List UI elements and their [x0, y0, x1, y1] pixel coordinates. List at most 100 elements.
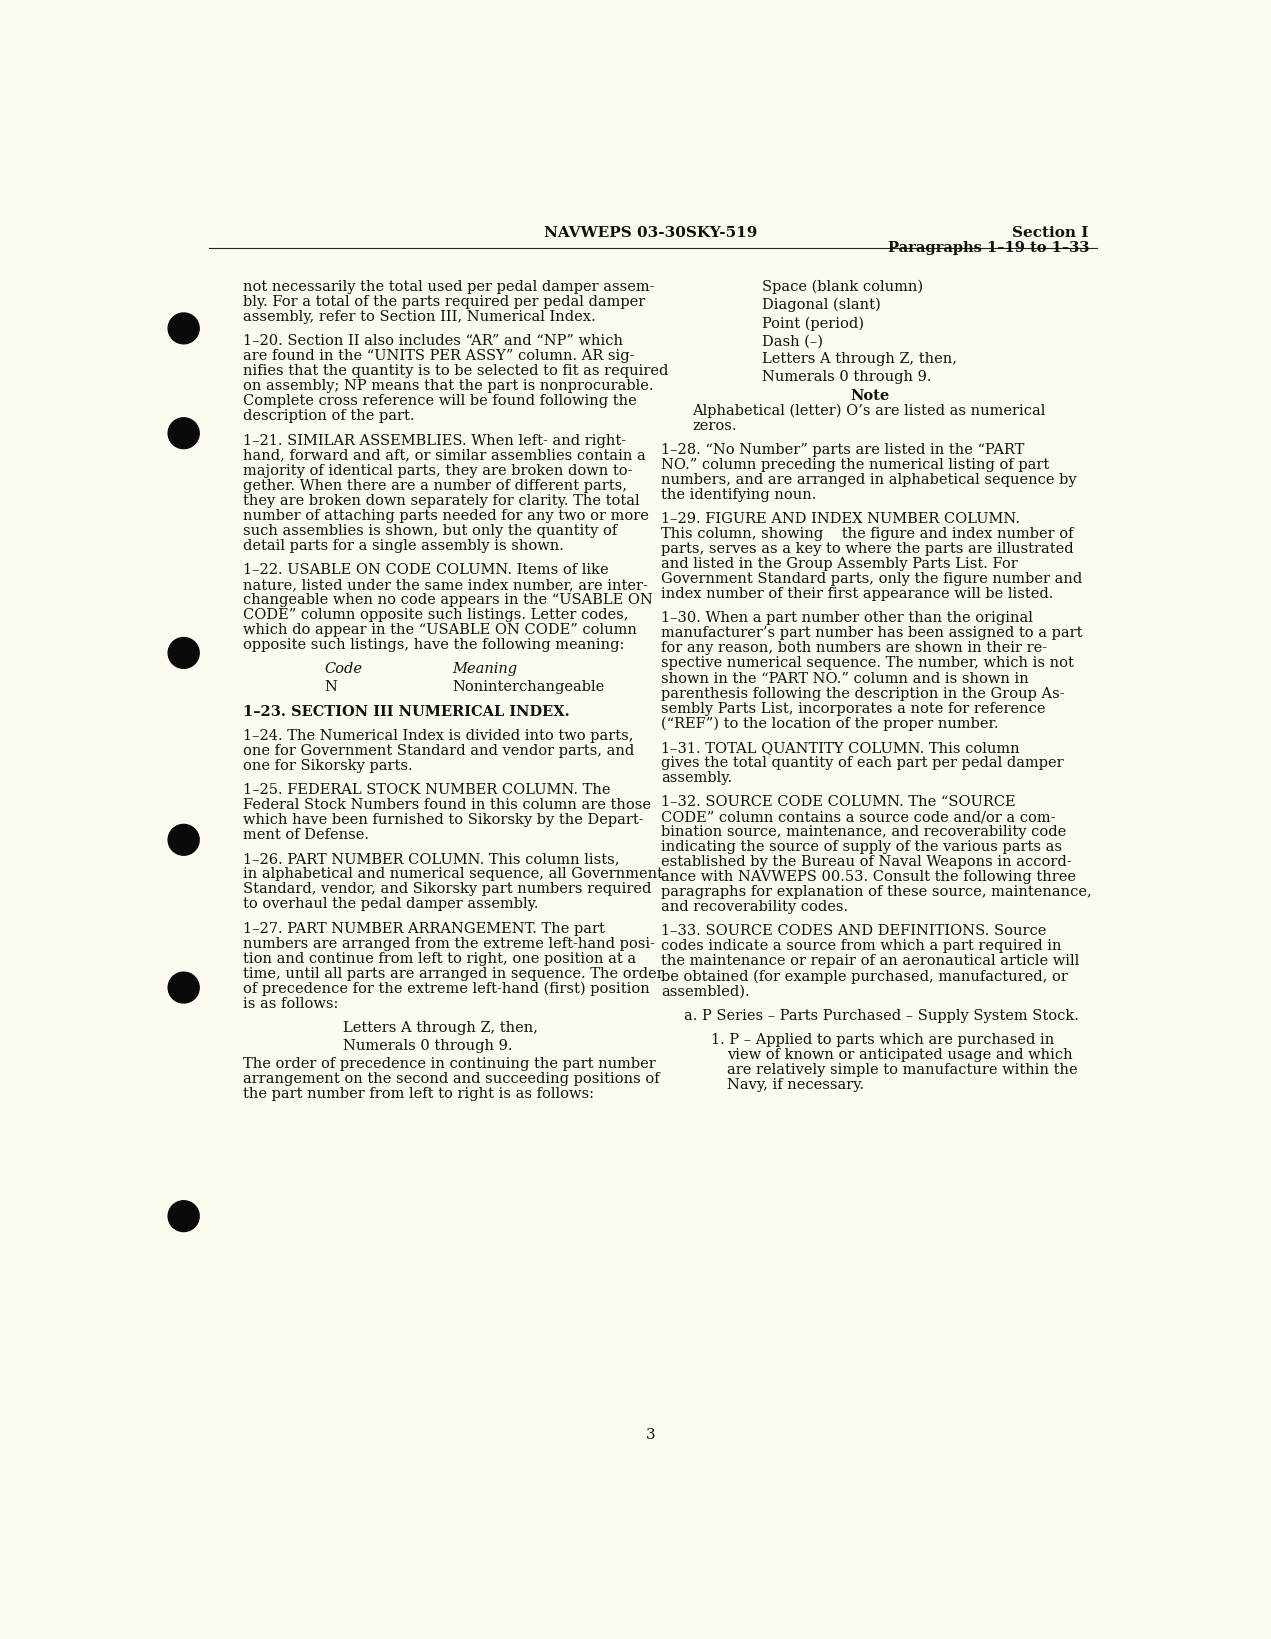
Text: CODE” column opposite such listings. Letter codes,: CODE” column opposite such listings. Let… — [243, 608, 628, 621]
Text: ment of Defense.: ment of Defense. — [243, 828, 369, 842]
Text: 1–23. SECTION III NUMERICAL INDEX.: 1–23. SECTION III NUMERICAL INDEX. — [243, 705, 569, 718]
Text: 1–33. SOURCE CODES AND DEFINITIONS. Source: 1–33. SOURCE CODES AND DEFINITIONS. Sour… — [661, 924, 1046, 938]
Text: shown in the “PART NO.” column and is shown in: shown in the “PART NO.” column and is sh… — [661, 670, 1028, 685]
Text: bly. For a total of the parts required per pedal damper: bly. For a total of the parts required p… — [243, 295, 644, 308]
Text: are found in the “UNITS PER ASSY” column. AR sig-: are found in the “UNITS PER ASSY” column… — [243, 349, 634, 364]
Text: 1–26. PART NUMBER COLUMN. This column lists,: 1–26. PART NUMBER COLUMN. This column li… — [243, 852, 619, 865]
Text: for any reason, both numbers are shown in their re-: for any reason, both numbers are shown i… — [661, 641, 1047, 656]
Text: majority of identical parts, they are broken down to-: majority of identical parts, they are br… — [243, 464, 632, 477]
Text: Complete cross reference will be found following the: Complete cross reference will be found f… — [243, 393, 637, 408]
Text: not necessarily the total used per pedal damper assem-: not necessarily the total used per pedal… — [243, 280, 655, 293]
Text: parenthesis following the description in the Group As-: parenthesis following the description in… — [661, 687, 1065, 700]
Text: the identifying noun.: the identifying noun. — [661, 487, 816, 502]
Text: tion and continue from left to right, one position at a: tion and continue from left to right, on… — [243, 951, 636, 965]
Text: changeable when no code appears in the “USABLE ON: changeable when no code appears in the “… — [243, 593, 652, 606]
Text: 1–28. “No Number” parts are listed in the “PART: 1–28. “No Number” parts are listed in th… — [661, 443, 1024, 457]
Text: Federal Stock Numbers found in this column are those: Federal Stock Numbers found in this colu… — [243, 798, 651, 811]
Text: The order of precedence in continuing the part number: The order of precedence in continuing th… — [243, 1057, 656, 1070]
Text: 1–21. SIMILAR ASSEMBLIES. When left- and right-: 1–21. SIMILAR ASSEMBLIES. When left- and… — [243, 433, 625, 447]
Text: and recoverability codes.: and recoverability codes. — [661, 900, 848, 913]
Text: ance with NAVWEPS 00.53. Consult the following three: ance with NAVWEPS 00.53. Consult the fol… — [661, 870, 1077, 883]
Text: 1. P – Applied to parts which are purchased in: 1. P – Applied to parts which are purcha… — [712, 1033, 1055, 1046]
Text: view of known or anticipated usage and which: view of known or anticipated usage and w… — [727, 1047, 1073, 1062]
Text: 1–32. SOURCE CODE COLUMN. The “SOURCE: 1–32. SOURCE CODE COLUMN. The “SOURCE — [661, 795, 1016, 808]
Text: the part number from left to right is as follows:: the part number from left to right is as… — [243, 1087, 594, 1101]
Text: bination source, maintenance, and recoverability code: bination source, maintenance, and recove… — [661, 824, 1066, 839]
Text: 1–31. TOTAL QUANTITY COLUMN. This column: 1–31. TOTAL QUANTITY COLUMN. This column — [661, 741, 1019, 754]
Text: Alphabetical (letter) O’s are listed as numerical: Alphabetical (letter) O’s are listed as … — [693, 403, 1046, 418]
Circle shape — [168, 972, 200, 1003]
Text: numbers, and are arranged in alphabetical sequence by: numbers, and are arranged in alphabetica… — [661, 472, 1077, 487]
Text: Numerals 0 through 9.: Numerals 0 through 9. — [761, 370, 932, 384]
Text: which have been furnished to Sikorsky by the Depart-: which have been furnished to Sikorsky by… — [243, 813, 643, 826]
Text: be obtained (for example purchased, manufactured, or: be obtained (for example purchased, manu… — [661, 969, 1068, 983]
Text: in alphabetical and numerical sequence, all Government: in alphabetical and numerical sequence, … — [243, 867, 662, 880]
Text: Navy, if necessary.: Navy, if necessary. — [727, 1077, 864, 1092]
Text: established by the Bureau of Naval Weapons in accord-: established by the Bureau of Naval Weapo… — [661, 854, 1071, 869]
Text: parts, serves as a key to where the parts are illustrated: parts, serves as a key to where the part… — [661, 543, 1074, 556]
Text: number of attaching parts needed for any two or more: number of attaching parts needed for any… — [243, 508, 648, 523]
Text: 1–25. FEDERAL STOCK NUMBER COLUMN. The: 1–25. FEDERAL STOCK NUMBER COLUMN. The — [243, 783, 610, 797]
Text: of precedence for the extreme left-hand (first) position: of precedence for the extreme left-hand … — [243, 982, 649, 995]
Text: index number of their first appearance will be listed.: index number of their first appearance w… — [661, 587, 1054, 602]
Text: assembled).: assembled). — [661, 983, 750, 998]
Text: 1–30. When a part number other than the original: 1–30. When a part number other than the … — [661, 611, 1033, 624]
Text: 1–20. Section II also includes “AR” and “NP” which: 1–20. Section II also includes “AR” and … — [243, 334, 623, 347]
Text: nifies that the quantity is to be selected to fit as required: nifies that the quantity is to be select… — [243, 364, 669, 379]
Text: are relatively simple to manufacture within the: are relatively simple to manufacture wit… — [727, 1062, 1078, 1077]
Text: Dash (–): Dash (–) — [761, 334, 822, 347]
Text: 1–27. PART NUMBER ARRANGEMENT. The part: 1–27. PART NUMBER ARRANGEMENT. The part — [243, 921, 605, 936]
Circle shape — [168, 313, 200, 344]
Text: 1–29. FIGURE AND INDEX NUMBER COLUMN.: 1–29. FIGURE AND INDEX NUMBER COLUMN. — [661, 511, 1021, 526]
Text: the maintenance or repair of an aeronautical article will: the maintenance or repair of an aeronaut… — [661, 954, 1079, 969]
Text: spective numerical sequence. The number, which is not: spective numerical sequence. The number,… — [661, 656, 1074, 670]
Text: zeros.: zeros. — [693, 418, 737, 433]
Text: 1–24. The Numerical Index is divided into two parts,: 1–24. The Numerical Index is divided int… — [243, 728, 633, 742]
Text: Noninterchangeable: Noninterchangeable — [451, 680, 604, 693]
Text: CODE” column contains a source code and/or a com-: CODE” column contains a source code and/… — [661, 810, 1056, 824]
Circle shape — [168, 418, 200, 449]
Text: and listed in the Group Assembly Parts List. For: and listed in the Group Assembly Parts L… — [661, 557, 1018, 570]
Text: a. P Series – Parts Purchased – Supply System Stock.: a. P Series – Parts Purchased – Supply S… — [684, 1008, 1079, 1023]
Text: Government Standard parts, only the figure number and: Government Standard parts, only the figu… — [661, 572, 1083, 585]
Text: which do appear in the “USABLE ON CODE” column: which do appear in the “USABLE ON CODE” … — [243, 623, 637, 636]
Text: Space (blank column): Space (blank column) — [761, 280, 923, 293]
Text: assembly, refer to Section III, Numerical Index.: assembly, refer to Section III, Numerica… — [243, 310, 595, 325]
Text: Code: Code — [324, 662, 362, 675]
Text: detail parts for a single assembly is shown.: detail parts for a single assembly is sh… — [243, 538, 563, 552]
Text: assembly.: assembly. — [661, 770, 732, 785]
Text: NO.” column preceding the numerical listing of part: NO.” column preceding the numerical list… — [661, 457, 1050, 472]
Text: indicating the source of supply of the various parts as: indicating the source of supply of the v… — [661, 839, 1063, 854]
Text: Diagonal (slant): Diagonal (slant) — [761, 298, 881, 313]
Text: N: N — [324, 680, 337, 693]
Text: one for Sikorsky parts.: one for Sikorsky parts. — [243, 759, 412, 772]
Text: codes indicate a source from which a part required in: codes indicate a source from which a par… — [661, 939, 1061, 952]
Text: Note: Note — [850, 388, 890, 402]
Circle shape — [168, 824, 200, 856]
Text: hand, forward and aft, or similar assemblies contain a: hand, forward and aft, or similar assemb… — [243, 449, 646, 462]
Text: such assemblies is shown, but only the quantity of: such assemblies is shown, but only the q… — [243, 523, 616, 538]
Text: to overhaul the pedal damper assembly.: to overhaul the pedal damper assembly. — [243, 897, 538, 911]
Text: NAVWEPS 03-30SKY-519: NAVWEPS 03-30SKY-519 — [544, 226, 758, 239]
Text: 1–22. USABLE ON CODE COLUMN. Items of like: 1–22. USABLE ON CODE COLUMN. Items of li… — [243, 562, 609, 577]
Text: gives the total quantity of each part per pedal damper: gives the total quantity of each part pe… — [661, 756, 1064, 769]
Text: This column, showing    the figure and index number of: This column, showing the figure and inde… — [661, 526, 1074, 541]
Text: arrangement on the second and succeeding positions of: arrangement on the second and succeeding… — [243, 1072, 660, 1085]
Text: Meaning: Meaning — [451, 662, 517, 675]
Text: Point (period): Point (period) — [761, 316, 864, 331]
Circle shape — [168, 638, 200, 669]
Text: nature, listed under the same index number, are inter-: nature, listed under the same index numb… — [243, 577, 647, 592]
Text: Section I: Section I — [1013, 226, 1089, 239]
Text: time, until all parts are arranged in sequence. The order: time, until all parts are arranged in se… — [243, 967, 663, 980]
Text: 3: 3 — [646, 1428, 656, 1441]
Text: Paragraphs 1–19 to 1–33: Paragraphs 1–19 to 1–33 — [887, 241, 1089, 256]
Text: opposite such listings, have the following meaning:: opposite such listings, have the followi… — [243, 638, 624, 652]
Text: Numerals 0 through 9.: Numerals 0 through 9. — [343, 1039, 512, 1052]
Text: is as follows:: is as follows: — [243, 997, 338, 1010]
Text: (“REF”) to the location of the proper number.: (“REF”) to the location of the proper nu… — [661, 716, 999, 731]
Text: Letters A through Z, then,: Letters A through Z, then, — [761, 352, 957, 365]
Text: manufacturer’s part number has been assigned to a part: manufacturer’s part number has been assi… — [661, 626, 1083, 641]
Text: on assembly; NP means that the part is nonprocurable.: on assembly; NP means that the part is n… — [243, 379, 653, 393]
Text: description of the part.: description of the part. — [243, 410, 414, 423]
Text: they are broken down separately for clarity. The total: they are broken down separately for clar… — [243, 493, 639, 508]
